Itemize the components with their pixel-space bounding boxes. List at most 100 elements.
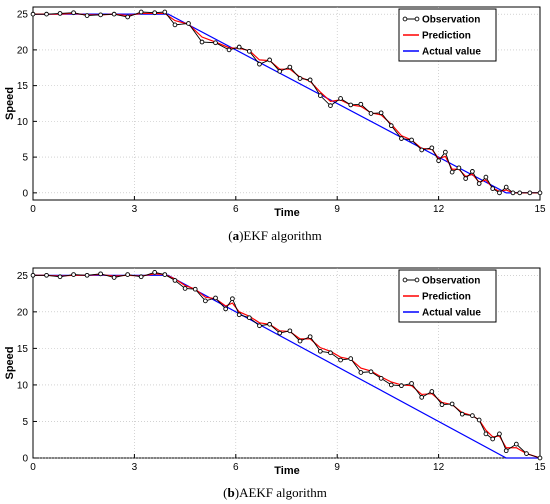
data-point-observation [307,334,313,340]
data-point-observation [257,61,262,67]
data-point-observation [287,64,293,70]
data-point-observation [277,68,283,74]
y-tick-label: 0 [22,454,28,465]
data-point-observation [267,321,272,327]
data-point-observation [510,190,516,196]
data-point-observation [125,14,130,20]
data-point-observation [111,11,117,17]
y-tick-label: 15 [17,344,29,355]
data-point-observation [277,330,283,336]
data-point-observation [297,76,303,81]
data-point-observation [172,278,178,283]
x-tick-label: 0 [30,204,36,215]
data-point-observation [203,298,208,304]
data-point-observation [30,11,36,17]
legend-marker-observation [402,277,408,283]
data-point-observation [399,136,404,141]
data-point-observation [527,190,533,196]
data-point-observation [470,413,475,418]
caption-close-paren: ) [239,228,243,243]
data-point-observation [84,272,90,278]
x-tick-label: 0 [30,462,36,473]
x-tick-label: 3 [132,204,138,215]
caption-open-paren: ( [223,485,227,500]
x-axis-title: Time [274,465,299,477]
data-point-observation [57,11,63,16]
data-point-observation [497,431,502,437]
chart-panel-b: 0 3 6 9 12 15 0 5 10 15 20 25 Time Speed Observatio… [4,267,546,500]
data-point-observation [358,101,364,107]
legend-label-observation: Observation [422,276,480,287]
data-point-observation [399,383,404,389]
data-point-observation [246,48,252,54]
data-point-observation [317,348,323,354]
data-point-observation [419,394,425,400]
data-point-observation [57,274,63,280]
data-point-observation [111,275,117,280]
caption-text: EKF algorithm [243,228,321,243]
data-point-observation [517,190,523,196]
y-tick-label: 10 [17,380,29,391]
data-point-observation [338,357,343,363]
data-point-observation [459,411,465,417]
data-point-observation [267,57,272,63]
data-point-observation [490,186,496,191]
data-point-observation [497,190,502,196]
data-point-observation [152,10,158,16]
data-point-observation [226,47,232,53]
data-point-observation [483,174,489,180]
data-point-observation [71,272,76,277]
caption-close-paren: ) [235,485,239,500]
data-point-observation [138,274,144,280]
data-point-observation [162,9,168,15]
data-point-observation [503,448,509,454]
x-tick-label: 6 [233,462,239,473]
legend-marker-observation [402,16,408,22]
data-point-observation [213,295,218,301]
data-point-observation [317,93,323,98]
y-axis-title: Speed [4,87,16,120]
caption-letter: a [233,228,240,243]
legend-label-actual-value: Actual value [422,47,481,58]
data-point-observation [368,111,374,116]
legend-label-observation: Observation [422,15,480,26]
data-point-observation [98,12,103,18]
data-point-observation [307,77,313,83]
y-tick-label: 0 [22,188,28,199]
plot-frame [32,267,541,459]
data-point-observation [524,451,529,456]
x-tick-label: 9 [334,204,340,215]
caption-letter: b [228,485,235,500]
data-point-observation [449,401,455,407]
legend: Observation Prediction Actual value [398,269,497,323]
legend-marker-observation [414,16,420,22]
data-point-observation [199,39,205,45]
x-tick-label: 12 [433,204,445,215]
data-point-observation [287,328,293,334]
caption-text: AEKF algorithm [239,485,327,500]
data-point-observation [152,270,158,275]
y-tick-label: 5 [22,417,28,428]
data-point-observation [328,103,333,108]
data-point-observation [348,356,354,361]
data-point-observation [537,190,543,196]
data-point-observation [388,123,394,129]
x-tick-label: 3 [132,462,138,473]
data-point-observation [125,272,130,277]
data-point-observation [297,338,303,344]
y-tick-label: 20 [17,307,29,318]
data-point-observation [449,169,455,175]
y-tick-label: 20 [17,45,29,56]
data-point-observation [513,441,519,447]
data-point-observation [236,312,242,318]
data-point-observation [429,145,435,151]
legend-marker-observation [414,277,420,283]
y-tick-label: 25 [17,271,29,282]
data-point-observation [463,176,468,181]
data-point-observation [30,272,36,278]
data-point-observation [44,11,49,17]
data-point-observation [443,149,448,155]
data-point-observation [84,13,90,18]
caption: (b)AEKF algorithm [223,485,327,500]
